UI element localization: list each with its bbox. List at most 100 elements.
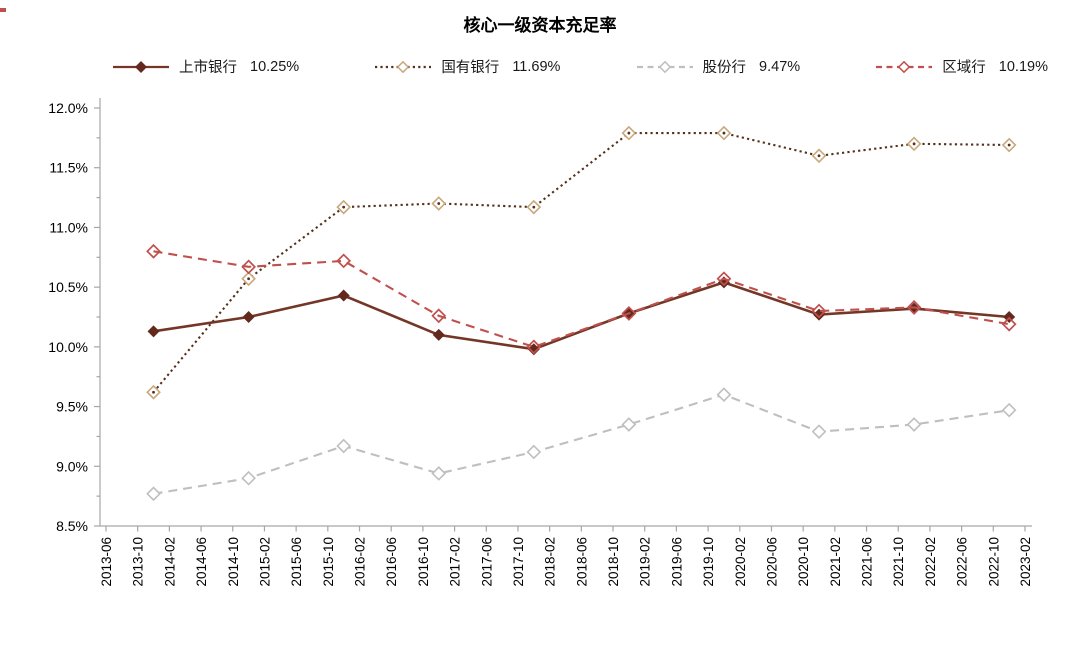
svg-text:9.0%: 9.0% bbox=[56, 458, 88, 474]
marker-center-dot bbox=[722, 131, 726, 135]
data-point-marker bbox=[241, 470, 256, 486]
svg-text:2016-10: 2016-10 bbox=[416, 537, 431, 587]
legend-item-2: 股份行 9.47% bbox=[636, 56, 801, 77]
axes bbox=[94, 98, 1032, 532]
svg-text:2021-06: 2021-06 bbox=[860, 537, 875, 587]
svg-text:2014-06: 2014-06 bbox=[194, 537, 209, 587]
svg-text:8.5%: 8.5% bbox=[56, 518, 88, 534]
marker-center-dot bbox=[817, 154, 821, 158]
svg-text:2017-10: 2017-10 bbox=[511, 537, 526, 587]
series-line-1 bbox=[152, 132, 1010, 393]
data-point-marker bbox=[1001, 402, 1017, 418]
data-point-marker bbox=[336, 438, 352, 454]
svg-text:2018-10: 2018-10 bbox=[606, 537, 621, 587]
svg-text:2016-02: 2016-02 bbox=[353, 537, 368, 587]
legend-marker-icon bbox=[658, 60, 671, 73]
svg-text:11.5%: 11.5% bbox=[49, 160, 88, 176]
marker-center-dot bbox=[532, 205, 536, 209]
series-line-0 bbox=[153, 281, 1010, 351]
legend-series-value: 9.47% bbox=[759, 58, 801, 75]
svg-text:2020-10: 2020-10 bbox=[796, 537, 811, 587]
data-point-marker bbox=[716, 271, 732, 287]
chart-title: 核心一级资本充足率 bbox=[463, 16, 617, 35]
legend-marker-icon bbox=[898, 60, 911, 73]
data-point-marker bbox=[336, 253, 352, 269]
legend-line-sample bbox=[113, 60, 169, 73]
series-line-2 bbox=[153, 393, 1010, 495]
data-point-marker bbox=[621, 306, 637, 321]
legend-item-0: 上市银行 10.25% bbox=[112, 56, 299, 77]
marker-center-dot bbox=[342, 205, 346, 209]
data-point-marker bbox=[241, 259, 257, 275]
svg-text:2022-06: 2022-06 bbox=[955, 537, 970, 587]
marker-center-dot bbox=[152, 390, 155, 394]
x-axis-labels: 2013-06 2013-10 2014-02 2014-06 2014-10 2015-… bbox=[99, 537, 1033, 587]
svg-text:9.5%: 9.5% bbox=[56, 399, 88, 415]
data-point-marker bbox=[811, 303, 827, 319]
svg-text:2013-10: 2013-10 bbox=[131, 537, 146, 587]
svg-text:2018-02: 2018-02 bbox=[543, 537, 558, 587]
svg-text:2017-06: 2017-06 bbox=[479, 537, 494, 587]
legend-marker-icon bbox=[397, 60, 410, 73]
series-markers-1 bbox=[146, 125, 1017, 400]
legend-series-name: 股份行 bbox=[702, 60, 747, 76]
svg-text:2023-02: 2023-02 bbox=[1018, 537, 1033, 587]
data-point-marker bbox=[906, 417, 922, 432]
svg-text:2021-10: 2021-10 bbox=[891, 537, 906, 587]
legend-line-sample bbox=[375, 60, 432, 73]
legend-series-name: 国有银行 bbox=[441, 60, 500, 76]
data-point-marker bbox=[432, 328, 445, 341]
svg-text:2022-10: 2022-10 bbox=[986, 537, 1001, 587]
legend-marker-icon bbox=[135, 60, 147, 73]
data-point-marker bbox=[526, 444, 542, 460]
marker-center-dot bbox=[627, 131, 631, 135]
data-point-marker bbox=[147, 325, 160, 338]
data-point-marker bbox=[906, 300, 922, 315]
data-point-marker bbox=[526, 339, 542, 355]
svg-text:2014-10: 2014-10 bbox=[226, 537, 241, 587]
legend-series-value: 10.25% bbox=[250, 58, 300, 75]
svg-text:2021-02: 2021-02 bbox=[828, 537, 843, 587]
svg-text:2020-02: 2020-02 bbox=[733, 537, 748, 587]
legend-series-name: 区域行 bbox=[942, 60, 986, 76]
legend: 上市银行 10.25% 国有银行 11.69% 股份行 9.47% 区域行 10… bbox=[112, 56, 1048, 77]
svg-text:2019-06: 2019-06 bbox=[669, 537, 684, 587]
series-line-3 bbox=[153, 250, 1010, 349]
data-point-marker bbox=[146, 243, 161, 259]
svg-text:2020-06: 2020-06 bbox=[764, 537, 779, 587]
series-markers-2 bbox=[146, 387, 1017, 502]
data-point-marker bbox=[621, 417, 637, 432]
svg-text:10.5%: 10.5% bbox=[48, 279, 88, 295]
svg-text:11.0%: 11.0% bbox=[49, 219, 88, 235]
marker-center-dot bbox=[437, 202, 441, 205]
data-point-marker bbox=[716, 387, 732, 402]
page-corner-mark bbox=[0, 8, 6, 12]
svg-text:2019-10: 2019-10 bbox=[701, 537, 716, 587]
data-point-marker bbox=[431, 308, 447, 324]
marker-center-dot bbox=[247, 277, 251, 281]
data-point-marker bbox=[146, 486, 161, 502]
series-markers-0 bbox=[147, 276, 1016, 356]
svg-text:2015-10: 2015-10 bbox=[321, 537, 336, 587]
svg-text:12.0%: 12.0% bbox=[48, 100, 88, 116]
svg-text:2022-02: 2022-02 bbox=[923, 537, 938, 587]
legend-series-value: 10.19% bbox=[998, 58, 1048, 75]
marker-center-dot bbox=[1007, 143, 1011, 147]
series-markers-3 bbox=[146, 243, 1017, 355]
data-point-marker bbox=[1001, 316, 1017, 332]
legend-line-sample bbox=[636, 60, 693, 73]
data-point-marker bbox=[811, 424, 827, 439]
svg-text:2016-06: 2016-06 bbox=[384, 537, 399, 587]
svg-text:2013-06: 2013-06 bbox=[99, 537, 114, 587]
svg-text:2015-02: 2015-02 bbox=[257, 537, 272, 587]
svg-text:2015-06: 2015-06 bbox=[289, 537, 304, 587]
svg-text:2018-06: 2018-06 bbox=[574, 537, 589, 587]
y-axis-labels: 12.0% 11.5% 11.0% 10.5% 10.0% 9.5% 9.0% 8.5% bbox=[48, 100, 88, 534]
legend-item-1: 国有银行 11.69% bbox=[374, 56, 560, 77]
data-point-marker bbox=[431, 466, 447, 481]
legend-line-sample bbox=[876, 60, 933, 73]
svg-text:2014-02: 2014-02 bbox=[162, 537, 177, 587]
data-point-marker bbox=[337, 289, 350, 302]
